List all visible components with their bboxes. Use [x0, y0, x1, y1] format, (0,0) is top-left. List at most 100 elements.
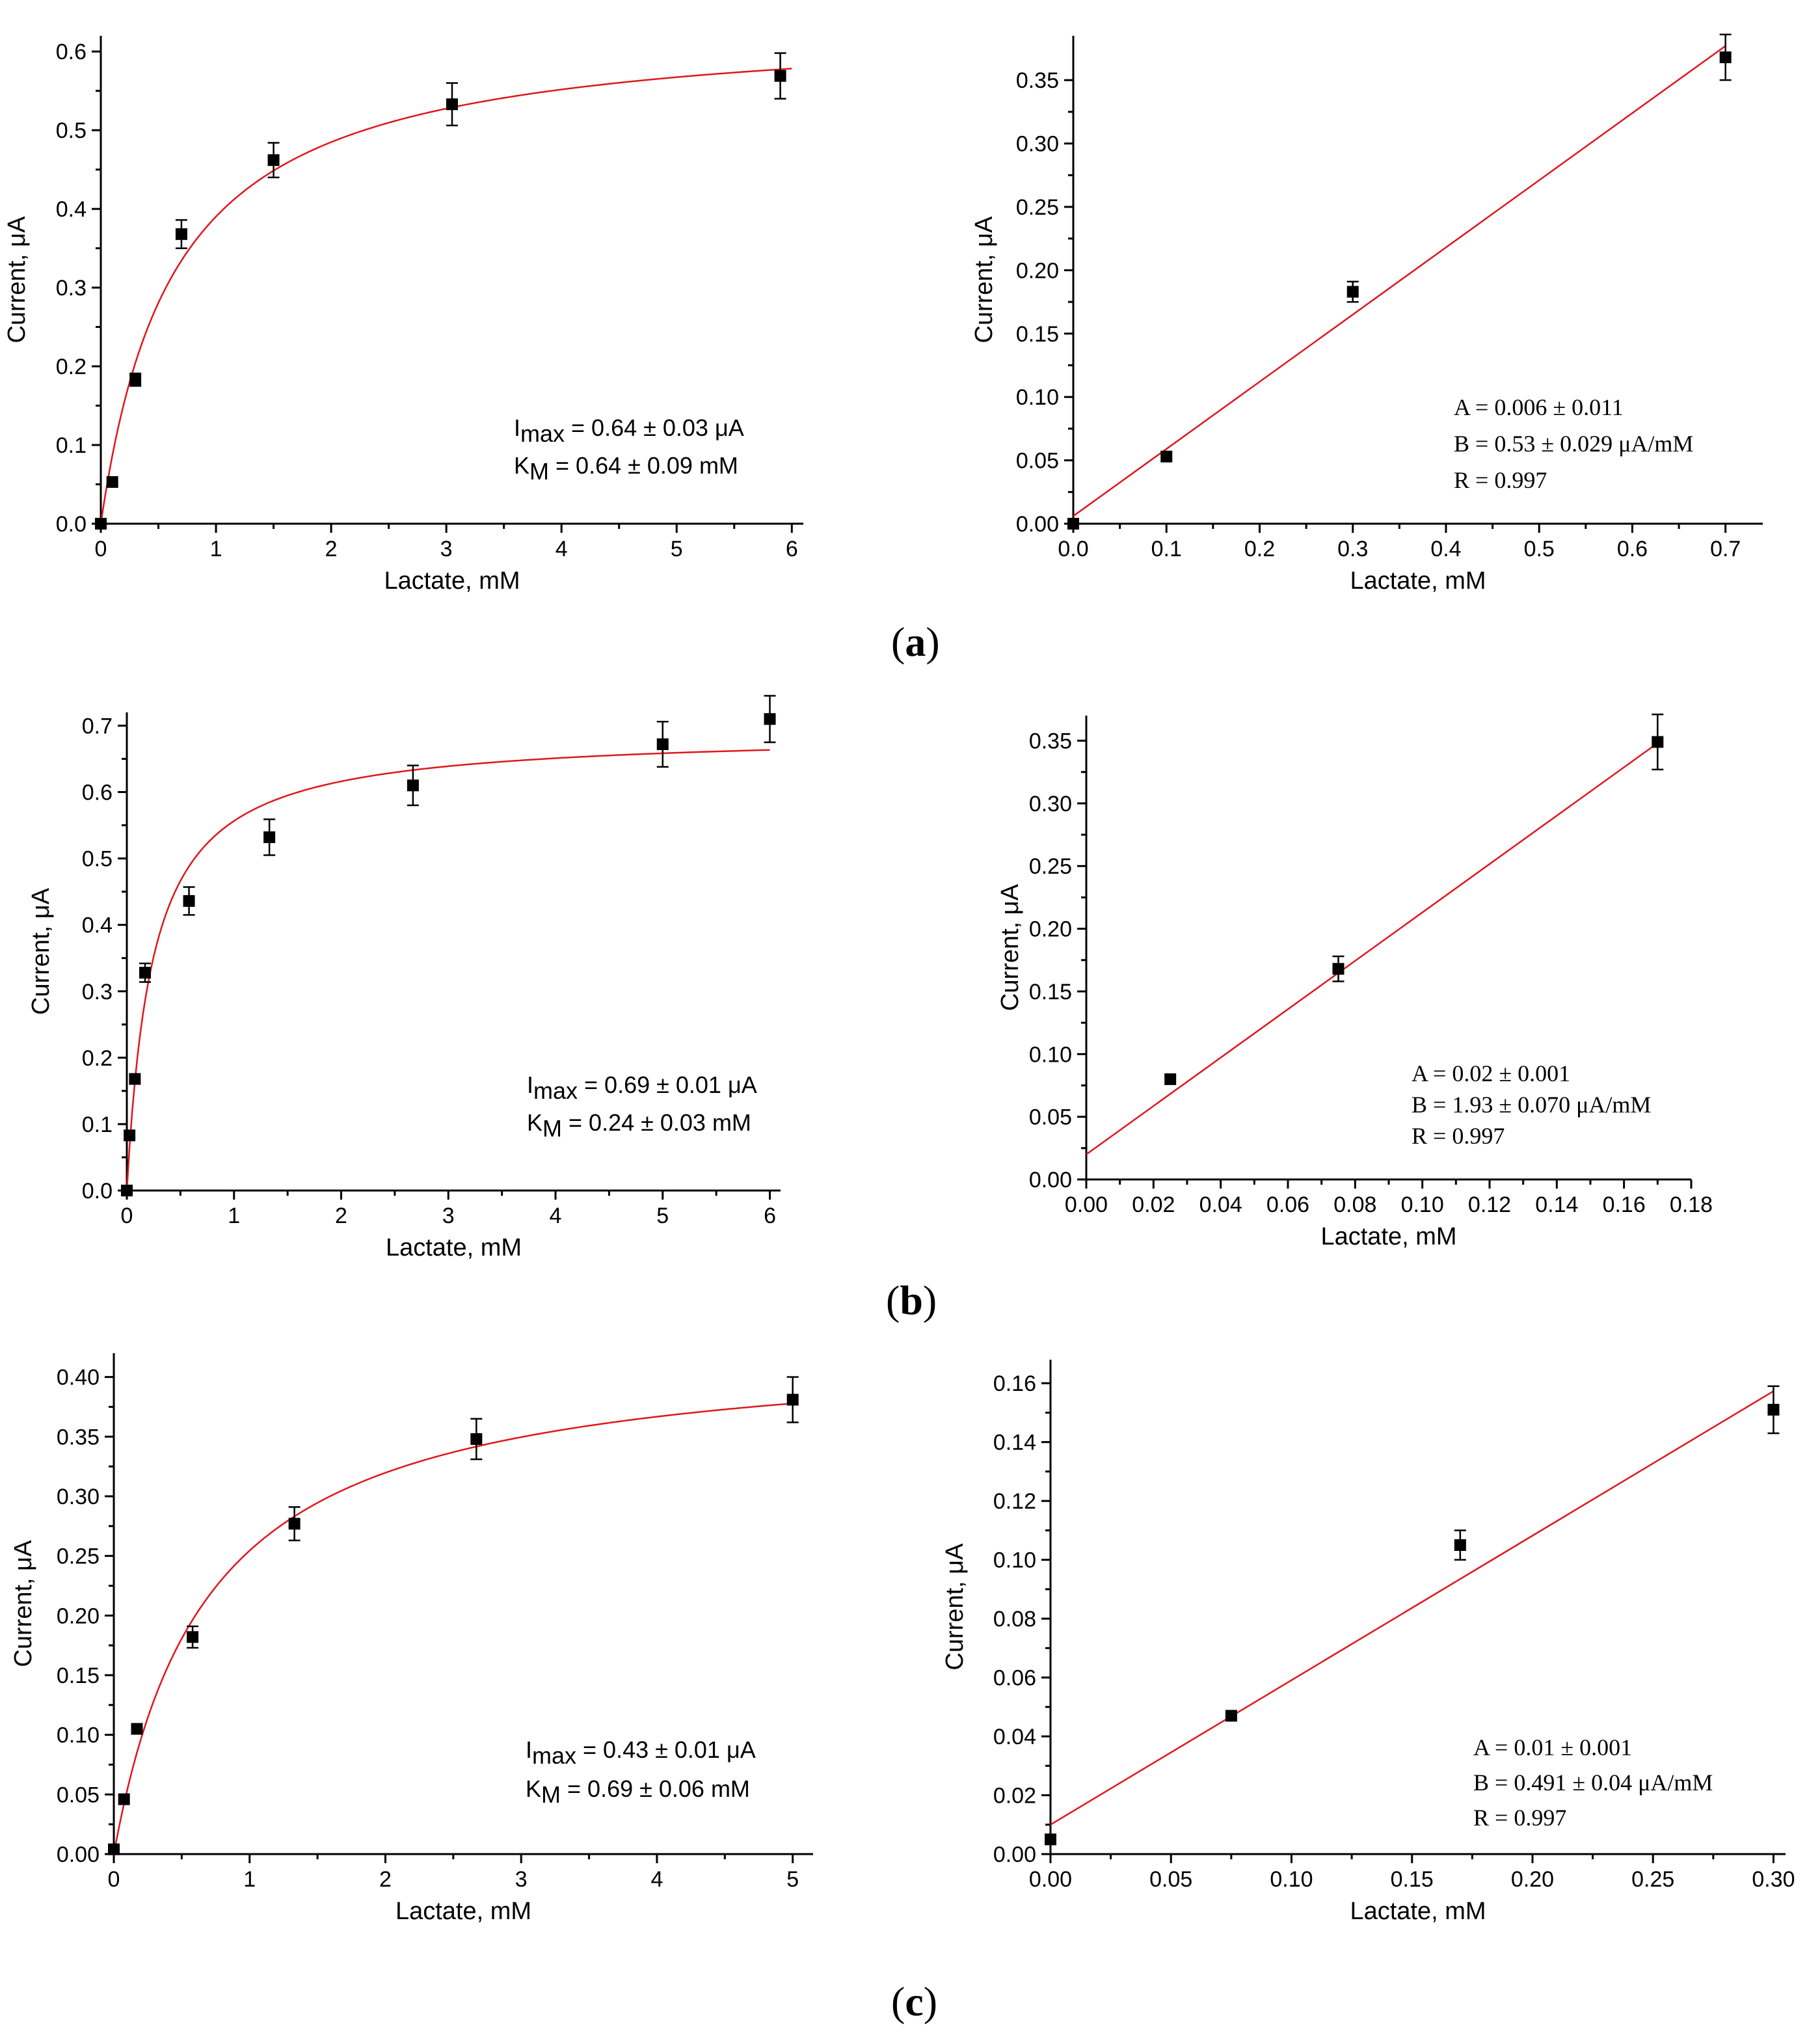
- data-point: [129, 373, 142, 386]
- fit-annotation-line: Imax = 0.64 ± 0.03 μA: [514, 414, 744, 447]
- fit-annotation-line: KM = 0.24 ± 0.03 mM: [527, 1109, 751, 1142]
- y-tick-label: 0.40: [57, 1366, 100, 1390]
- x-tick-label: 0.10: [1401, 1192, 1444, 1217]
- data-point: [1454, 1539, 1466, 1551]
- fit-annotation-line: A = 0.02 ± 0.001: [1412, 1060, 1570, 1086]
- y-tick-label: 0.00: [57, 1842, 100, 1867]
- data-point: [118, 1793, 130, 1805]
- data-point: [1067, 518, 1079, 530]
- fit-annotation-line: A = 0.006 ± 0.011: [1454, 394, 1624, 420]
- y-tick-label: 0.5: [56, 118, 87, 143]
- x-tick-label: 3: [515, 1867, 528, 1892]
- y-axis-title: Current, μA: [997, 883, 1024, 1011]
- y-tick-label: 0.35: [1029, 729, 1072, 754]
- y-tick-label: 0.15: [1029, 980, 1072, 1004]
- fit-annotation-line: B = 0.53 ± 0.029 μA/mM: [1454, 431, 1693, 457]
- y-tick-label: 0.30: [1016, 132, 1059, 157]
- fit-curve: [1050, 1390, 1774, 1825]
- x-tick-label: 6: [786, 537, 798, 561]
- data-point: [656, 738, 669, 750]
- y-tick-label: 0.06: [993, 1666, 1036, 1691]
- data-point: [95, 518, 107, 530]
- panel-label-a: (a): [891, 619, 940, 665]
- chart-a-left: 0 1 2 3 4 5 6 0.0 0.1 0.2 0.3 0.4 0.5 0.6 Lactate, mM C…: [3, 36, 803, 595]
- x-tick-label: 0.18: [1670, 1192, 1713, 1217]
- y-tick-label: 0.6: [82, 781, 113, 805]
- x-tick-label: 0.02: [1132, 1192, 1175, 1217]
- y-tick-label: 0.02: [993, 1784, 1036, 1809]
- x-tick-label: 0.12: [1468, 1192, 1511, 1217]
- x-tick-label: 0.05: [1149, 1867, 1192, 1892]
- panel-label-b: (b): [886, 1277, 937, 1323]
- x-tick-label: 0.00: [1065, 1192, 1108, 1217]
- y-tick-label: 0.08: [993, 1607, 1036, 1632]
- y-tick-label: 0.30: [57, 1485, 100, 1509]
- data-point: [288, 1518, 301, 1530]
- x-tick-label: 5: [671, 537, 683, 561]
- y-tick-label: 0.0: [82, 1179, 113, 1204]
- data-point: [1332, 963, 1345, 975]
- y-tick-label: 0.16: [993, 1371, 1036, 1396]
- fit-curve: [1073, 45, 1726, 517]
- y-tick-label: 0.10: [57, 1723, 100, 1748]
- data-point: [470, 1433, 483, 1445]
- data-point: [139, 967, 152, 979]
- x-tick-label: 2: [325, 537, 338, 561]
- y-tick-label: 0.00: [993, 1842, 1036, 1867]
- data-point: [121, 1185, 133, 1196]
- data-point: [1346, 286, 1359, 298]
- y-axis-title: Current, μA: [10, 1540, 37, 1667]
- x-tick-label: 4: [555, 537, 568, 561]
- data-point: [1719, 51, 1732, 64]
- x-axis-title: Lactate, mM: [1320, 1223, 1456, 1250]
- data-point: [1767, 1403, 1780, 1416]
- x-tick-label: 0.04: [1199, 1192, 1242, 1217]
- fit-annotation-line: Imax = 0.43 ± 0.01 μA: [526, 1736, 756, 1769]
- x-tick-label: 0.10: [1270, 1867, 1313, 1892]
- x-tick-label: 0: [121, 1204, 133, 1228]
- x-tick-label: 0.4: [1430, 537, 1461, 561]
- data-point: [1225, 1710, 1237, 1722]
- x-tick-label: 3: [442, 1204, 455, 1228]
- data-point: [1045, 1833, 1056, 1846]
- y-tick-label: 0.04: [993, 1725, 1036, 1749]
- y-tick-label: 0.3: [82, 980, 113, 1004]
- x-tick-label: 0.20: [1511, 1867, 1554, 1892]
- y-tick-label: 0.25: [1029, 854, 1072, 879]
- y-tick-label: 0.1: [56, 433, 87, 458]
- x-axis-title: Lactate, mM: [1350, 567, 1486, 595]
- x-tick-label: 1: [243, 1867, 256, 1892]
- y-tick-label: 0.35: [1016, 68, 1059, 93]
- y-axis-title: Current, μA: [27, 887, 55, 1015]
- y-tick-label: 0.14: [993, 1431, 1036, 1455]
- y-axis-title: Current, μA: [3, 216, 31, 343]
- y-tick-label: 0.1: [82, 1112, 113, 1137]
- data-point: [267, 154, 280, 167]
- data-point: [131, 1723, 143, 1735]
- x-tick-label: 2: [335, 1204, 347, 1228]
- x-tick-label: 0.30: [1752, 1867, 1795, 1892]
- y-tick-label: 0.4: [56, 197, 87, 222]
- y-axis-title: Current, μA: [941, 1543, 969, 1671]
- chart-a-right: 0.0 0.1 0.2 0.3 0.4 0.5 0.6 0.7 0.00 0.05 0.10 0.15…: [970, 33, 1763, 595]
- y-tick-label: 0.20: [1029, 917, 1072, 942]
- data-point: [1164, 1073, 1177, 1085]
- y-axis-title: Current, μA: [970, 216, 998, 343]
- y-tick-label: 0.15: [57, 1663, 100, 1688]
- y-tick-label: 0.20: [57, 1604, 100, 1628]
- x-axis-title: Lactate, mM: [1350, 1898, 1486, 1925]
- y-tick-label: 0.12: [993, 1489, 1036, 1514]
- y-tick-label: 0.35: [57, 1425, 100, 1449]
- y-tick-label: 0.00: [1016, 512, 1059, 537]
- x-tick-label: 1: [210, 537, 222, 561]
- x-tick-label: 0.08: [1333, 1192, 1376, 1217]
- x-tick-label: 0.06: [1266, 1192, 1309, 1217]
- y-tick-label: 0.10: [1029, 1042, 1072, 1067]
- chart-c-right: 0.00 0.05 0.10 0.15 0.20 0.25 0.30 0.00 0.02 0.04…: [941, 1360, 1795, 1925]
- y-tick-label: 0.4: [82, 913, 113, 938]
- fit-annotation-line: R = 0.997: [1412, 1123, 1505, 1149]
- x-tick-label: 5: [656, 1204, 669, 1228]
- x-tick-label: 0.15: [1391, 1867, 1434, 1892]
- y-tick-label: 0.15: [1016, 322, 1059, 347]
- y-tick-label: 0.6: [56, 40, 87, 64]
